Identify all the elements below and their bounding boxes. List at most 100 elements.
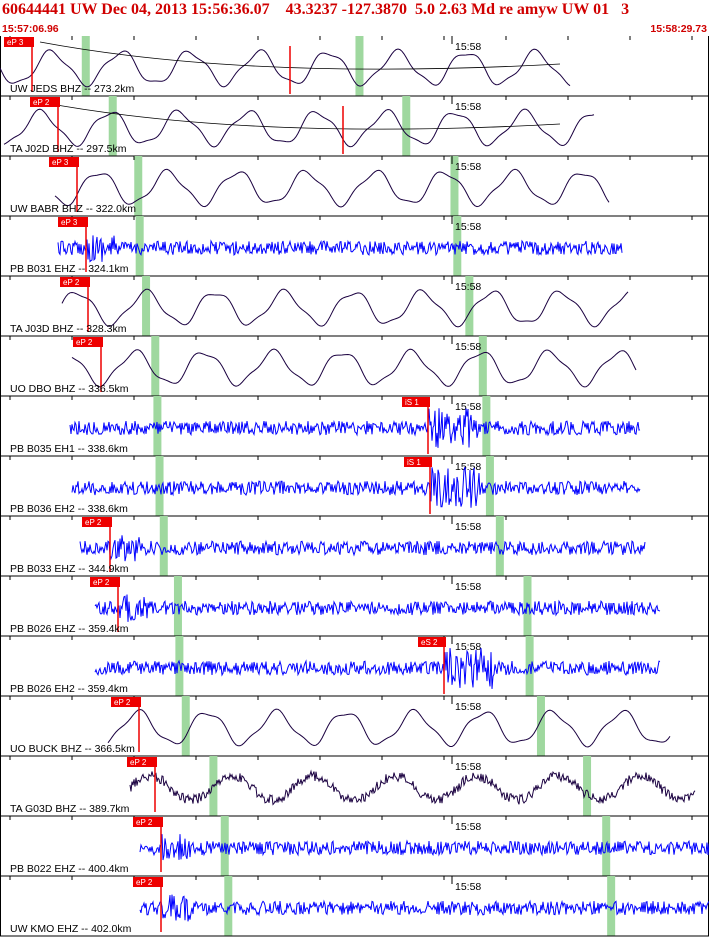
- trace-panel[interactable]: 15:58 eP 2 PB B026 EHZ -- 359.4km: [0, 576, 709, 637]
- window-band: [485, 456, 494, 516]
- phase-pick-label: eP 2: [33, 98, 50, 107]
- waveform: [54, 168, 610, 208]
- phase-pick-label: eP 2: [93, 578, 110, 587]
- window-band: [465, 276, 474, 336]
- station-label: PB B022 EHZ -- 400.4km: [10, 863, 129, 875]
- trace-panel[interactable]: 15:58 eP 2 TA G03D BHZ -- 389.7km: [0, 756, 709, 817]
- window-band: [134, 156, 143, 216]
- station-label: UO BUCK BHZ -- 366.5km: [10, 743, 135, 755]
- station-label: UW KMO EHZ -- 402.0km: [10, 923, 132, 935]
- waveform: [139, 894, 709, 922]
- trace-panel[interactable]: 15:58 eP 3 PB B031 EHZ -- 324.1km: [0, 216, 709, 277]
- window-band: [478, 336, 487, 396]
- phase-pick-box: [60, 277, 90, 287]
- phase-pick-box: [30, 97, 60, 107]
- trace-panel[interactable]: 15:58 eP 2 PB B033 EHZ -- 344.9km: [0, 516, 709, 577]
- phase-pick-label: eP 2: [136, 818, 153, 827]
- window-band: [142, 276, 151, 336]
- phase-pick-box: [49, 157, 79, 167]
- waveform: [71, 466, 641, 508]
- window-band: [355, 36, 364, 96]
- window-band: [607, 876, 616, 936]
- s-pick-box: [402, 397, 430, 407]
- time-marker-label: 15:58: [455, 881, 481, 893]
- phase-pick-box: [133, 817, 163, 827]
- window-band: [175, 636, 184, 696]
- waveform: [71, 348, 637, 388]
- time-marker-label: 15:58: [455, 641, 481, 653]
- station-label: UW BABR BHZ -- 322.0km: [10, 203, 136, 215]
- station-label: PB B035 EH1 -- 338.6km: [10, 443, 128, 455]
- s-pick-label: iS 1: [407, 458, 421, 467]
- trace-panel[interactable]: 15:58 eP 3 UW BABR BHZ -- 322.0km: [0, 156, 709, 217]
- window-band: [525, 636, 534, 696]
- trace-panel[interactable]: 15:58 eP 2 TA J03D BHZ -- 328.3km: [0, 276, 709, 337]
- trace-panel[interactable]: 15:58 eP 2 PB B022 EHZ -- 400.4km: [0, 816, 709, 877]
- phase-pick-box: [133, 877, 163, 887]
- station-label: PB B026 EH2 -- 359.4km: [10, 683, 128, 695]
- waveform: [57, 235, 623, 263]
- window-band: [224, 876, 233, 936]
- window-band: [402, 96, 411, 156]
- phase-pick-label: eP 2: [85, 518, 102, 527]
- station-label: PB B036 EH2 -- 338.6km: [10, 503, 128, 515]
- phase-pick-label: eP 3: [61, 218, 78, 227]
- window-end-time: 15:58:29.73: [650, 23, 707, 35]
- waveform: [69, 408, 641, 448]
- window-band: [495, 516, 504, 576]
- waveform: [61, 288, 629, 328]
- time-marker-label: 15:58: [455, 341, 481, 353]
- time-marker-label: 15:58: [455, 281, 481, 293]
- phase-pick-box: [4, 37, 34, 47]
- waveform: [3, 108, 595, 148]
- phase-pick-box: [58, 217, 88, 227]
- event-header: 60644441 UW Dec 04, 2013 15:56:36.07 43.…: [0, 0, 709, 36]
- trace-panel[interactable]: 15:58 eP 2 TA J02D BHZ -- 297.5km: [0, 96, 709, 157]
- time-marker-label: 15:58: [455, 161, 481, 173]
- time-marker-label: 15:58: [455, 461, 481, 473]
- phase-pick-box: [82, 517, 112, 527]
- time-marker-label: 15:58: [455, 701, 481, 713]
- window-start-time: 15:57:06.96: [2, 23, 59, 35]
- window-band: [583, 756, 592, 816]
- waveform: [107, 708, 671, 748]
- trace-panel[interactable]: 15:58 eP 3 UW JEDS BHZ -- 273.2km: [0, 36, 709, 97]
- trace-panel[interactable]: 15:58 eS 2 PB B026 EH2 -- 359.4km: [0, 636, 709, 697]
- s-pick-label: eS 2: [421, 638, 438, 647]
- trace-panel[interactable]: 15:58 iS 1 PB B036 EH2 -- 338.6km: [0, 456, 709, 517]
- window-band: [81, 36, 90, 96]
- time-marker-label: 15:58: [455, 101, 481, 113]
- phase-pick-label: eP 2: [130, 758, 147, 767]
- trace-panel[interactable]: 15:58 eP 2 UW KMO EHZ -- 402.0km: [0, 876, 709, 937]
- station-label: UO DBO BHZ -- 336.5km: [10, 383, 129, 395]
- phase-pick-label: eP 2: [63, 278, 80, 287]
- phase-pick-label: eP 3: [52, 158, 69, 167]
- time-marker-label: 15:58: [455, 41, 481, 53]
- trace-panel[interactable]: 15:58 eP 2 UO BUCK BHZ -- 366.5km: [0, 696, 709, 757]
- waveform: [94, 648, 661, 689]
- phase-pick-label: eP 2: [136, 878, 153, 887]
- phase-pick-label: eP 2: [76, 338, 93, 347]
- window-band: [108, 96, 117, 156]
- s-pick-label: iS 1: [405, 398, 419, 407]
- waveform: [0, 48, 571, 88]
- time-marker-label: 15:58: [455, 821, 481, 833]
- station-label: PB B026 EHZ -- 359.4km: [10, 623, 129, 635]
- window-band: [536, 696, 545, 756]
- trace-panel[interactable]: 15:58 eP 2 UO DBO BHZ -- 336.5km: [0, 336, 709, 397]
- station-label: PB B033 EHZ -- 344.9km: [10, 563, 129, 575]
- time-marker-label: 15:58: [455, 221, 481, 233]
- seismogram-traces[interactable]: 15:58 eP 3 UW JEDS BHZ -- 273.2km 15:58 eP 2…: [0, 36, 709, 938]
- phase-pick-box: [127, 757, 157, 767]
- waveform: [79, 535, 646, 562]
- phase-pick-box: [111, 697, 141, 707]
- station-label: PB B031 EHZ -- 324.1km: [10, 263, 129, 275]
- window-band: [159, 516, 168, 576]
- time-marker-label: 15:58: [455, 521, 481, 533]
- waveform: [129, 769, 696, 806]
- event-title: 60644441 UW Dec 04, 2013 15:56:36.07 43.…: [2, 1, 630, 18]
- window-band: [450, 156, 459, 216]
- trace-panel[interactable]: 15:58 iS 1 PB B035 EH1 -- 338.6km: [0, 396, 709, 457]
- time-marker-label: 15:58: [455, 401, 481, 413]
- time-marker-label: 15:58: [455, 761, 481, 773]
